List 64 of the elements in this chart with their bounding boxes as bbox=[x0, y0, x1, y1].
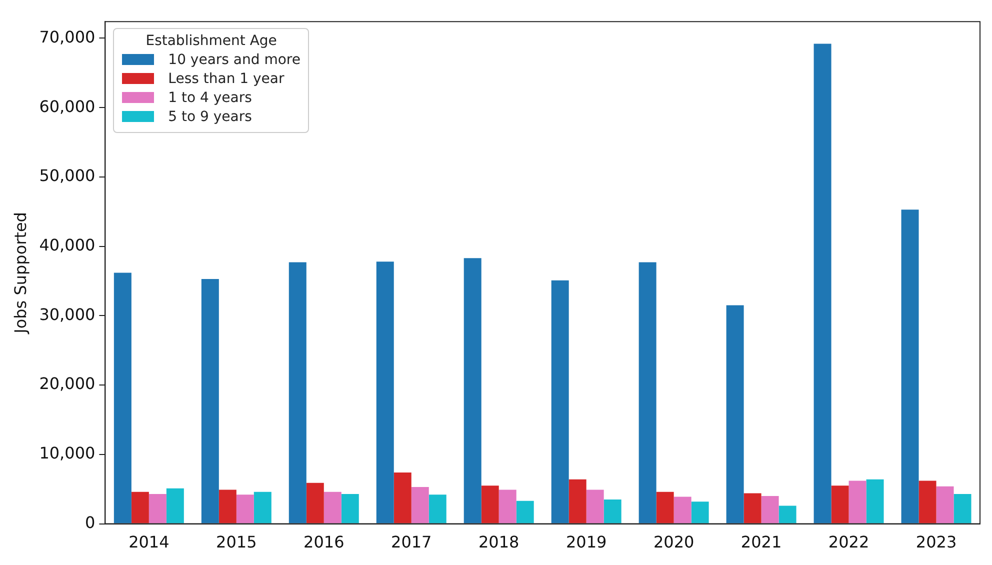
bar bbox=[148, 494, 166, 524]
x-tick-label: 2014 bbox=[128, 532, 170, 552]
bar bbox=[656, 492, 674, 524]
bar bbox=[236, 494, 254, 524]
bar bbox=[901, 210, 919, 524]
y-tick-label: 40,000 bbox=[39, 236, 96, 254]
bar bbox=[131, 492, 149, 524]
x-tick-label: 2016 bbox=[304, 532, 344, 552]
bar bbox=[866, 479, 884, 524]
legend-label: 5 to 9 years bbox=[168, 108, 252, 125]
bar bbox=[954, 494, 972, 524]
x-tick-label: 2017 bbox=[391, 532, 432, 552]
bar bbox=[848, 480, 866, 524]
bar bbox=[638, 262, 656, 524]
bar bbox=[166, 488, 184, 524]
bar bbox=[254, 492, 272, 524]
bar bbox=[481, 486, 499, 524]
bar bbox=[288, 262, 306, 524]
bar bbox=[744, 493, 762, 524]
bar bbox=[218, 490, 236, 524]
y-tick-label: 0 bbox=[84, 512, 96, 532]
y-tick-label: 20,000 bbox=[39, 374, 96, 394]
x-tick-label: 2020 bbox=[653, 532, 694, 552]
y-tick-label: 70,000 bbox=[39, 27, 96, 46]
y-axis-title: Jobs Supported bbox=[10, 212, 30, 334]
bar bbox=[498, 490, 516, 524]
x-tick-label: 2023 bbox=[916, 532, 957, 552]
bar bbox=[376, 262, 394, 524]
bar bbox=[778, 506, 796, 524]
bar bbox=[586, 490, 604, 524]
bar bbox=[831, 486, 849, 524]
x-tick-label: 2021 bbox=[740, 532, 782, 552]
bar bbox=[324, 492, 342, 524]
legend-label: 1 to 4 years bbox=[168, 90, 252, 106]
bar bbox=[201, 278, 219, 524]
x-tick-label: 2015 bbox=[216, 532, 257, 552]
bar bbox=[114, 272, 132, 524]
bar bbox=[516, 500, 534, 524]
bar bbox=[814, 44, 832, 524]
y-tick-label: 10,000 bbox=[39, 444, 96, 463]
x-tick-label: 2018 bbox=[478, 532, 520, 552]
bar bbox=[726, 305, 744, 524]
x-tick-label: 2019 bbox=[566, 532, 607, 552]
legend-title: Establishment Age bbox=[144, 32, 278, 49]
bar bbox=[918, 480, 936, 524]
bar bbox=[464, 258, 482, 524]
bar bbox=[341, 494, 359, 524]
bar bbox=[568, 479, 586, 524]
bar bbox=[674, 496, 692, 524]
y-tick-label: 60,000 bbox=[39, 96, 96, 116]
bar bbox=[306, 482, 324, 524]
x-tick-label: 2022 bbox=[828, 532, 870, 552]
bar bbox=[761, 496, 779, 524]
bar bbox=[428, 494, 446, 524]
bar bbox=[936, 486, 954, 524]
bar bbox=[411, 487, 429, 524]
bar bbox=[691, 502, 709, 524]
legend-label: Less than 1 year bbox=[168, 70, 284, 87]
bar bbox=[604, 500, 622, 524]
y-tick-label: 30,000 bbox=[39, 304, 96, 324]
bar bbox=[394, 472, 412, 524]
bar bbox=[551, 280, 569, 524]
y-tick-label: 50,000 bbox=[39, 166, 96, 186]
legend-label: 10 years and more bbox=[168, 52, 300, 68]
